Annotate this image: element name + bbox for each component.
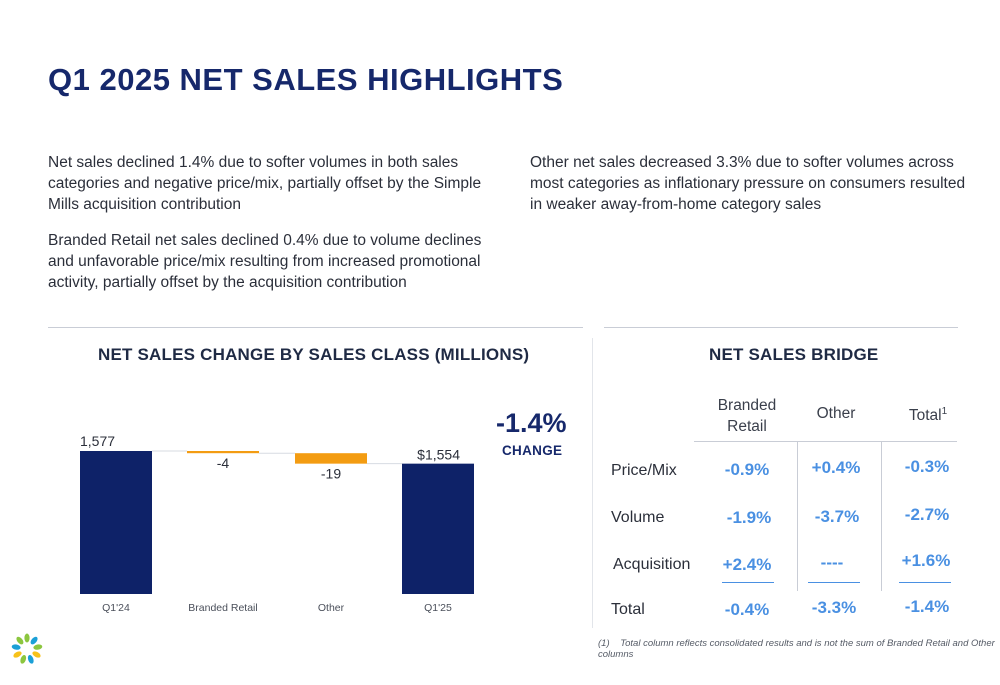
bridge-cell-other: +0.4% — [811, 458, 861, 477]
bridge-column-divider — [797, 441, 798, 591]
bridge-cell-other: -3.3% — [811, 598, 857, 617]
bridge-col-branded-retail: Branded Retail — [708, 395, 786, 437]
summary-paragraph-net-sales: Net sales declined 1.4% due to softer vo… — [48, 154, 482, 213]
footnote-marker: (1) — [598, 638, 610, 649]
chart-data-label: $1,554 — [417, 447, 460, 463]
bridge-cell-branded: +2.4% — [722, 555, 772, 574]
bridge-cell-total: -0.3% — [904, 457, 950, 476]
bridge-sum-underline — [899, 582, 951, 583]
bridge-cell-branded: -0.4% — [724, 600, 770, 619]
bridge-row-label: Total — [611, 601, 645, 618]
panel-divider — [592, 338, 593, 628]
sunburst-logo-icon — [11, 633, 43, 664]
chart-category-label: Q1'24 — [102, 602, 130, 614]
change-label: CHANGE — [502, 443, 563, 458]
bridge-col-total: Total1 — [898, 401, 958, 426]
bridge-cell-other: ---- — [820, 553, 844, 572]
page-title: Q1 2025 NET SALES HIGHLIGHTS — [48, 62, 564, 97]
summary-paragraph-branded-retail: Branded Retail net sales declined 0.4% d… — [48, 232, 482, 291]
bridge-header-line — [694, 441, 957, 442]
chart-category-label: Other — [318, 602, 345, 614]
bridge-cell-total: +1.6% — [901, 551, 951, 570]
section-divider-left — [48, 327, 583, 328]
chart-bar-branded-retail — [187, 451, 259, 454]
bridge-col-branded-line2: Retail — [727, 418, 767, 435]
bridge-cell-branded: -1.9% — [726, 508, 772, 527]
bridge-cell-total: -2.7% — [904, 505, 950, 524]
chart-data-label: -19 — [321, 466, 341, 482]
bridge-col-total-label: Total — [908, 407, 942, 425]
bridge-col-other: Other — [816, 405, 856, 422]
footnote-text: Total column reflects consolidated resul… — [598, 638, 995, 660]
bridge-row-label: Volume — [611, 509, 665, 526]
chart-bar-q1-25 — [402, 463, 474, 594]
bridge-cell-other: -3.7% — [814, 507, 860, 526]
change-percent: -1.4% — [496, 408, 567, 438]
bridge-column-divider — [881, 441, 882, 591]
bridge-sum-underline — [808, 582, 860, 583]
chart-data-label: -4 — [217, 455, 230, 471]
chart-data-label: 1,577 — [80, 433, 115, 449]
bridge-sum-underline — [722, 582, 774, 583]
bridge-title: NET SALES BRIDGE — [709, 345, 879, 364]
footnote: (1) Total column reflects consolidated r… — [598, 638, 1000, 660]
bridge-col-branded-line1: Branded — [717, 397, 777, 414]
summary-paragraph-other: Other net sales decreased 3.3% due to so… — [530, 154, 966, 213]
bridge-row-label: Acquisition — [613, 556, 691, 573]
bridge-cell-branded: -0.9% — [724, 460, 770, 479]
chart-bar-other — [295, 453, 367, 464]
bridge-row-label: Price/Mix — [611, 462, 677, 479]
footnote-ref: 1 — [941, 406, 948, 417]
section-divider-right — [604, 327, 958, 328]
waterfall-chart: 1,577 -4 -19 $1,554 Q1'24 Branded Retail Other… — [80, 433, 474, 614]
chart-bar-q1-24 — [80, 451, 152, 594]
bridge-cell-total: -1.4% — [904, 597, 950, 616]
chart-category-label: Q1'25 — [424, 602, 452, 614]
chart-title: NET SALES CHANGE BY SALES CLASS (MILLION… — [98, 345, 530, 364]
chart-category-label: Branded Retail — [188, 602, 257, 614]
